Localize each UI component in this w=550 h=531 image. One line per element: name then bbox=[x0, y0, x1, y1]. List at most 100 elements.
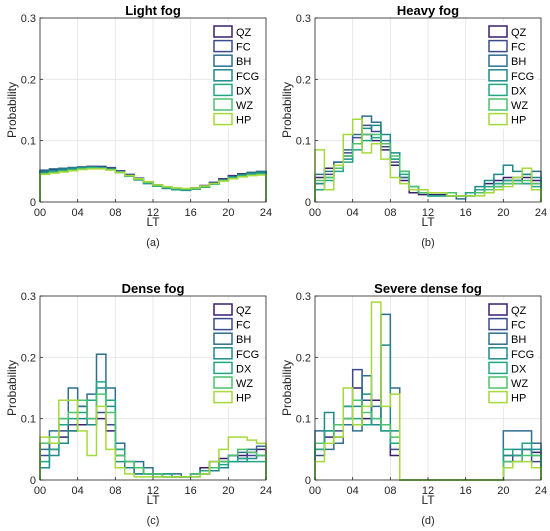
legend-swatch-qz bbox=[213, 303, 233, 316]
x-tick-label: 24 bbox=[260, 485, 272, 497]
x-tick-label: 00 bbox=[34, 207, 46, 219]
y-axis-label: Probability bbox=[5, 82, 19, 138]
panel-title: Light fog bbox=[125, 3, 181, 18]
x-tick-label: 20 bbox=[222, 485, 234, 497]
x-tick-label: 20 bbox=[497, 207, 509, 219]
x-tick-label: 20 bbox=[222, 207, 234, 219]
y-tick-label: 0.1 bbox=[21, 414, 36, 426]
x-tick-label: 08 bbox=[384, 207, 396, 219]
x-tick-label: 20 bbox=[497, 485, 509, 497]
legend-label-wz: WZ bbox=[511, 100, 528, 112]
legend-swatch-fc bbox=[213, 317, 233, 331]
panel-caption: (b) bbox=[421, 237, 434, 249]
y-tick-label: 0.3 bbox=[296, 13, 311, 25]
panel-title: Heavy fog bbox=[397, 3, 459, 18]
legend-label-fc: FC bbox=[236, 42, 251, 54]
legend-swatch-wz bbox=[488, 376, 508, 389]
legend-swatch-wz bbox=[488, 98, 508, 111]
legend-swatch-qz bbox=[488, 25, 508, 38]
legend-swatch-bh bbox=[488, 332, 508, 345]
legend-label-bh: BH bbox=[236, 56, 251, 68]
y-tick-label: 0 bbox=[30, 197, 36, 209]
x-tick-label: 00 bbox=[309, 207, 321, 219]
y-tick-label: 0.2 bbox=[21, 352, 36, 364]
legend-label-fc: FC bbox=[511, 320, 526, 332]
legend-label-qz: QZ bbox=[511, 305, 527, 317]
x-tick-label: 12 bbox=[422, 485, 434, 497]
legend-label-hp: HP bbox=[236, 115, 251, 127]
legend-swatch-fcg bbox=[488, 347, 508, 360]
legend-swatch-dx bbox=[213, 83, 233, 97]
legend-label-bh: BH bbox=[511, 334, 526, 346]
x-tick-label: 24 bbox=[535, 485, 547, 497]
legend-swatch-hp bbox=[213, 112, 233, 126]
x-tick-label: 04 bbox=[347, 485, 359, 497]
y-tick-label: 0.3 bbox=[296, 291, 311, 303]
legend-label-wz: WZ bbox=[236, 378, 253, 390]
y-axis-label: Probability bbox=[5, 360, 19, 416]
legend-label-hp: HP bbox=[511, 115, 526, 127]
series-wz-stairs bbox=[39, 393, 267, 480]
y-tick-label: 0.1 bbox=[296, 414, 311, 426]
legend-label-wz: WZ bbox=[236, 100, 253, 112]
x-tick-label: 08 bbox=[109, 207, 121, 219]
y-tick-label: 0.2 bbox=[296, 352, 311, 364]
panel-2: 00 04 08 12 16 20 24 0 0.1 0.2 0.3 Heavy fog LT Proba… bbox=[280, 3, 547, 249]
x-tick-label: 12 bbox=[147, 207, 159, 219]
y-axis-label: Probability bbox=[280, 360, 294, 416]
legend-swatch-dx bbox=[488, 83, 508, 97]
y-axis-label: Probability bbox=[280, 82, 294, 138]
x-tick-label: 16 bbox=[185, 207, 197, 219]
legend-swatch-hp bbox=[488, 112, 508, 126]
legend-swatch-qz bbox=[488, 303, 508, 316]
legend-label-wz: WZ bbox=[511, 378, 528, 390]
x-tick-label: 00 bbox=[34, 485, 46, 497]
legend-label-qz: QZ bbox=[236, 305, 252, 317]
legend-swatch-fc bbox=[213, 39, 233, 53]
legend-swatch-hp bbox=[488, 390, 508, 404]
x-tick-label: 16 bbox=[460, 207, 472, 219]
x-tick-label: 24 bbox=[535, 207, 547, 219]
legend-label-fcg: FCG bbox=[236, 71, 259, 83]
y-tick-label: 0 bbox=[305, 197, 311, 209]
x-tick-label: 16 bbox=[185, 485, 197, 497]
series-hp-stairs bbox=[314, 118, 542, 202]
x-tick-label: 00 bbox=[309, 485, 321, 497]
x-tick-label: 12 bbox=[422, 207, 434, 219]
y-tick-label: 0 bbox=[30, 475, 36, 487]
legend-swatch-bh bbox=[213, 332, 233, 345]
legend-label-hp: HP bbox=[511, 393, 526, 405]
legend-swatch-qz bbox=[213, 25, 233, 38]
x-axis-label: LT bbox=[421, 215, 435, 229]
x-axis-label: LT bbox=[146, 215, 160, 229]
x-axis-label: LT bbox=[421, 493, 435, 507]
panel-3: 00 04 08 12 16 20 24 0 0.1 0.2 0.3 Dense fog LT Proba… bbox=[5, 281, 272, 527]
legend-swatch-hp bbox=[213, 390, 233, 404]
legend-label-dx: DX bbox=[511, 85, 527, 97]
panel-caption: (a) bbox=[146, 237, 159, 249]
legend-swatch-dx bbox=[488, 361, 508, 375]
y-tick-label: 0.2 bbox=[296, 74, 311, 86]
legend-label-dx: DX bbox=[236, 363, 252, 375]
legend-label-bh: BH bbox=[511, 56, 526, 68]
legend: QZ FC BH FCG DX WZ HP bbox=[211, 21, 263, 129]
legend-swatch-bh bbox=[213, 54, 233, 67]
legend-label-dx: DX bbox=[511, 363, 527, 375]
panel-caption: (d) bbox=[421, 515, 434, 527]
legend-swatch-dx bbox=[213, 361, 233, 375]
legend-label-qz: QZ bbox=[236, 27, 252, 39]
panel-1: 00 04 08 12 16 20 24 0 0.1 0.2 0.3 Light fog LT Proba… bbox=[5, 3, 272, 249]
y-tick-label: 0.1 bbox=[296, 136, 311, 148]
legend-label-fcg: FCG bbox=[511, 349, 534, 361]
y-tick-label: 0.1 bbox=[21, 136, 36, 148]
x-tick-label: 04 bbox=[347, 207, 359, 219]
x-tick-label: 08 bbox=[384, 485, 396, 497]
legend-swatch-wz bbox=[213, 376, 233, 389]
legend-swatch-bh bbox=[488, 54, 508, 67]
x-tick-label: 08 bbox=[109, 485, 121, 497]
legend-swatch-wz bbox=[213, 98, 233, 111]
panel-title: Severe dense fog bbox=[374, 281, 482, 296]
x-tick-label: 04 bbox=[72, 207, 84, 219]
legend-label-dx: DX bbox=[236, 85, 252, 97]
